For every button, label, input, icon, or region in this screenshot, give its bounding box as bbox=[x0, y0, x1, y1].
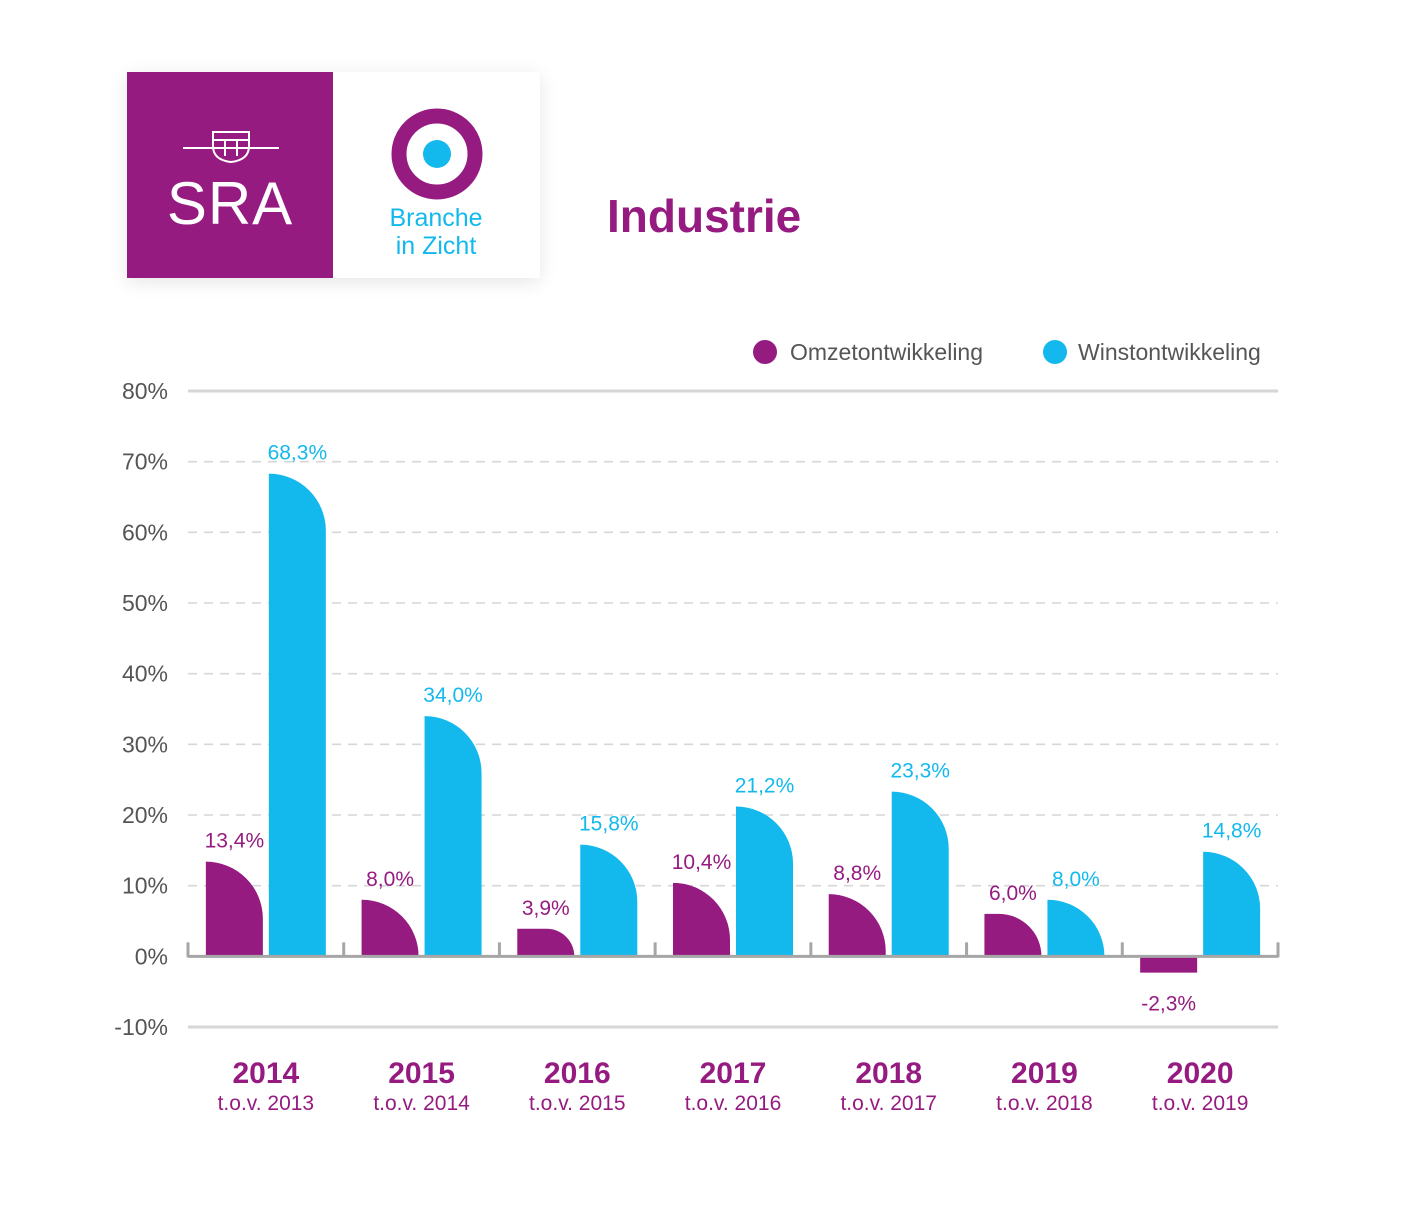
y-tick-label: 70% bbox=[122, 449, 168, 475]
x-category-sublabel: t.o.v. 2014 bbox=[373, 1092, 470, 1115]
omzet-bar bbox=[205, 861, 263, 957]
winst-data-label: 8,0% bbox=[1052, 868, 1100, 891]
x-category-label: 2016 bbox=[544, 1057, 611, 1090]
y-tick-label: -10% bbox=[114, 1014, 168, 1040]
winst-bar bbox=[424, 716, 482, 957]
x-category-sublabel: t.o.v. 2019 bbox=[1152, 1092, 1249, 1115]
omzet-bar bbox=[828, 894, 886, 957]
x-category-sublabel: t.o.v. 2018 bbox=[996, 1092, 1093, 1115]
winst-bar bbox=[891, 791, 949, 957]
legend-swatch bbox=[1043, 340, 1067, 364]
sra-logo-text: SRA bbox=[166, 170, 294, 237]
winst-bar bbox=[1203, 851, 1261, 957]
sra-emblem-icon bbox=[183, 131, 279, 164]
winst-data-label: 15,8% bbox=[579, 813, 639, 836]
x-category-sublabel: t.o.v. 2013 bbox=[218, 1092, 315, 1115]
winst-data-label: 34,0% bbox=[423, 684, 483, 707]
legend-label: Winstontwikkeling bbox=[1078, 339, 1261, 365]
omzet-data-label: 6,0% bbox=[989, 882, 1037, 905]
logo-card: SRA Branche in Zicht bbox=[127, 72, 540, 278]
legend-swatch bbox=[753, 340, 777, 364]
winst-data-label: 21,2% bbox=[735, 775, 795, 798]
data-labels: 13,4% 68,3% 8,0% 34,0% 3,9% 15,8% 10,4% 21,2% 8,… bbox=[205, 442, 1262, 1016]
winst-bar bbox=[268, 473, 326, 957]
y-tick-label: 50% bbox=[122, 590, 168, 616]
x-category-label: 2015 bbox=[388, 1057, 455, 1090]
x-category-label: 2020 bbox=[1167, 1057, 1234, 1090]
winst-bar bbox=[1047, 899, 1105, 957]
x-category-label: 2014 bbox=[232, 1057, 299, 1090]
branche-line2: in Zicht bbox=[395, 232, 477, 260]
winst-data-label: 68,3% bbox=[268, 442, 328, 465]
target-icon bbox=[391, 108, 483, 200]
legend-label: Omzetontwikkeling bbox=[790, 339, 983, 365]
grid bbox=[188, 389, 1278, 1029]
x-category-sublabel: t.o.v. 2017 bbox=[840, 1092, 937, 1115]
omzet-bar bbox=[517, 928, 575, 957]
y-tick-label: 20% bbox=[122, 802, 168, 828]
y-tick-label: 40% bbox=[122, 661, 168, 687]
omzet-data-label: 8,0% bbox=[366, 868, 414, 891]
omzet-bar bbox=[361, 899, 419, 957]
winst-bar bbox=[736, 806, 793, 957]
x-category-label: 2019 bbox=[1011, 1057, 1078, 1090]
x-axis bbox=[186, 942, 1280, 958]
x-category-sublabel: t.o.v. 2016 bbox=[685, 1092, 782, 1115]
omzet-data-label: 3,9% bbox=[522, 897, 570, 920]
winst-data-label: 23,3% bbox=[890, 760, 950, 783]
sra-logo: SRA bbox=[127, 72, 333, 278]
winst-data-label: 14,8% bbox=[1202, 820, 1262, 843]
y-tick-label: 10% bbox=[122, 873, 168, 899]
omzet-data-label: -2,3% bbox=[1141, 993, 1196, 1016]
branche-line1: Branche bbox=[389, 204, 483, 232]
y-tick-label: 0% bbox=[135, 943, 168, 969]
y-tick-label: 30% bbox=[122, 731, 168, 757]
omzet-bar bbox=[673, 882, 730, 957]
omzet-data-label: 8,8% bbox=[833, 862, 881, 885]
y-axis-ticks: 80% 70% 60% 50% 40% 30% 20% 10% 0% -10% bbox=[114, 378, 168, 1040]
winst-bar bbox=[580, 844, 638, 957]
omzet-data-label: 10,4% bbox=[672, 851, 732, 874]
branche-in-zicht-logo-text: Branche in Zicht bbox=[353, 204, 519, 260]
page-title: Industrie bbox=[607, 190, 802, 242]
omzet-data-label: 13,4% bbox=[205, 830, 265, 853]
omzet-bar bbox=[1140, 956, 1198, 973]
bars bbox=[205, 473, 1261, 973]
x-category-sublabel: t.o.v. 2015 bbox=[529, 1092, 626, 1115]
y-tick-label: 60% bbox=[122, 519, 168, 545]
legend: Omzetontwikkeling Winstontwikkeling bbox=[753, 339, 1261, 365]
x-category-label: 2018 bbox=[855, 1057, 922, 1090]
omzet-bar bbox=[984, 913, 1042, 957]
x-category-label: 2017 bbox=[700, 1057, 767, 1090]
y-tick-label: 80% bbox=[122, 378, 168, 404]
